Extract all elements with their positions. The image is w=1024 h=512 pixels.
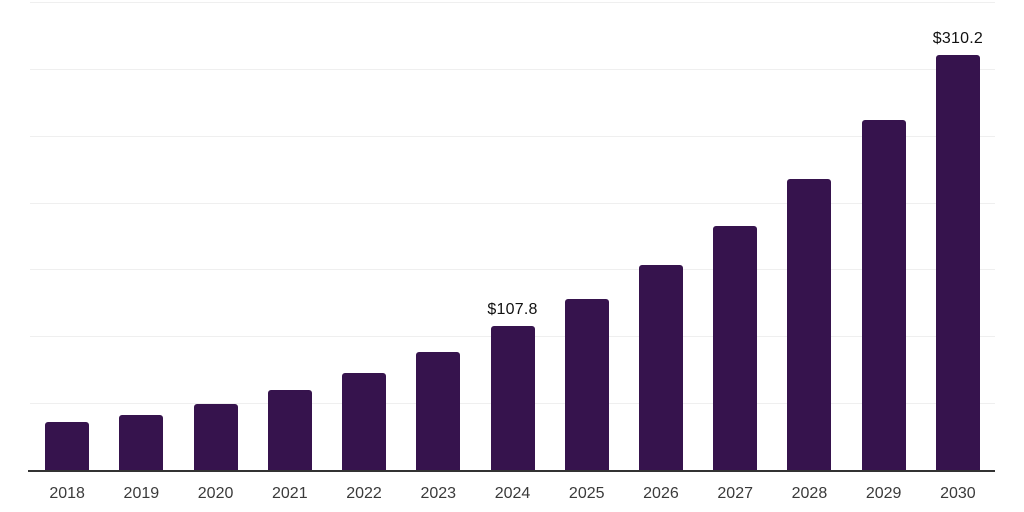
- bar-2030: [935, 55, 980, 470]
- gridline: [30, 202, 995, 204]
- gridline: [30, 68, 995, 70]
- bar-2022: [342, 373, 387, 470]
- bar-2020: [193, 404, 238, 470]
- bar-2019: [119, 415, 164, 470]
- bar-2027: [713, 225, 758, 470]
- x-axis-label-2027: 2027: [717, 485, 753, 502]
- x-axis: 2018 2019 2020 2021 2022 2023 2024 2025 2026 2027…: [30, 485, 995, 507]
- bar-2023: [416, 351, 461, 470]
- bar-2021: [267, 390, 312, 470]
- x-axis-label-2029: 2029: [865, 485, 902, 502]
- x-axis-label-2030: 2030: [940, 485, 976, 502]
- x-axis-line: [28, 470, 995, 472]
- x-axis-label-2023: 2023: [420, 485, 457, 502]
- x-axis-label-2019: 2019: [123, 485, 160, 502]
- plot-area: $107.8 $310.2: [28, 2, 995, 472]
- bar-2024: [490, 325, 535, 470]
- bar-2018: [45, 421, 90, 470]
- bar-value-label-2030: $310.2: [932, 30, 983, 48]
- bar-2025: [564, 298, 609, 470]
- bar-2029: [861, 120, 906, 470]
- gridline: [30, 2, 995, 3]
- bar-2026: [638, 265, 683, 470]
- bar-2028: [787, 179, 832, 470]
- x-axis-label-2026: 2026: [643, 485, 679, 502]
- x-axis-label-2025: 2025: [568, 485, 605, 502]
- gridline: [30, 269, 995, 271]
- x-axis-label-2022: 2022: [346, 485, 382, 502]
- x-axis-label-2028: 2028: [791, 485, 828, 502]
- x-axis-label-2024: 2024: [494, 485, 531, 502]
- x-axis-label-2021: 2021: [272, 485, 308, 502]
- bar-value-label-2024: $107.8: [487, 300, 538, 318]
- gridline: [30, 135, 995, 137]
- x-axis-label-2020: 2020: [197, 485, 234, 502]
- x-axis-label-2018: 2018: [49, 485, 85, 502]
